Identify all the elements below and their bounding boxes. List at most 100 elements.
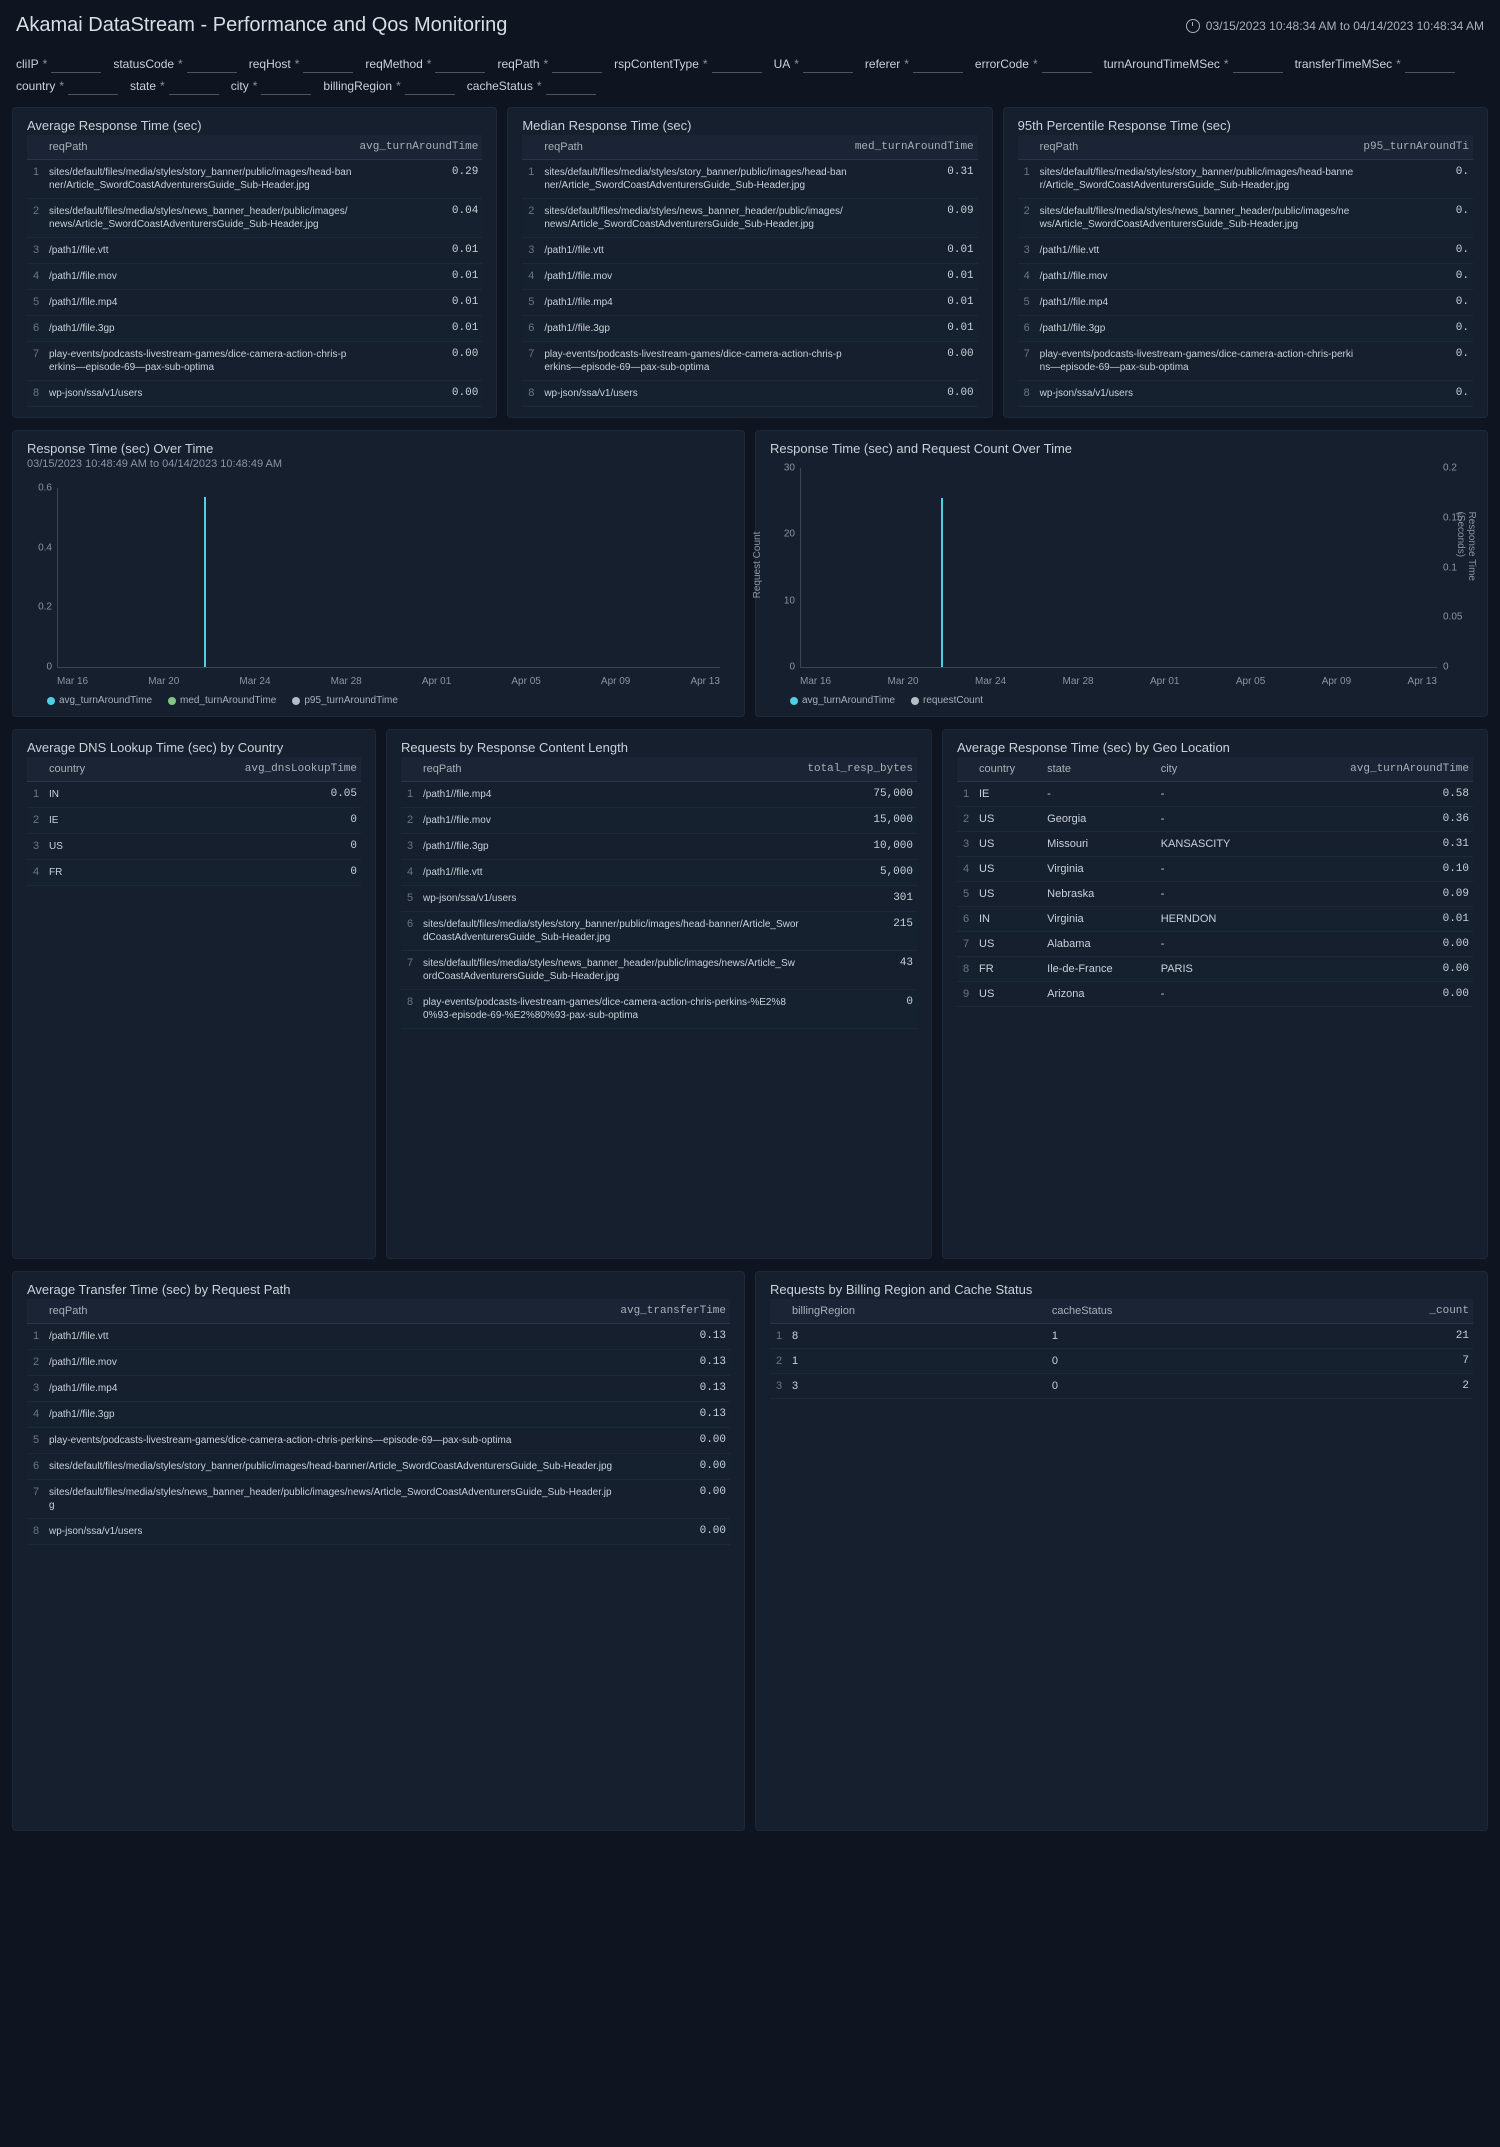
column-header[interactable]: _count: [1299, 1299, 1473, 1324]
table-row[interactable]: 1/path1//file.vtt0.13: [27, 1324, 730, 1350]
table-row[interactable]: 8wp-json/ssa/v1/users0.00: [27, 381, 482, 407]
column-header[interactable]: avg_transferTime: [616, 1299, 730, 1324]
table-row[interactable]: 7sites/default/files/media/styles/news_b…: [401, 951, 917, 990]
column-header[interactable]: city: [1157, 757, 1277, 782]
table-row[interactable]: 3/path1//file.vtt0.: [1018, 238, 1473, 264]
table-row[interactable]: 1IN0.05: [27, 782, 361, 808]
table-row[interactable]: 3/path1//file.vtt0.01: [27, 238, 482, 264]
table-row[interactable]: 4/path1//file.3gp0.13: [27, 1402, 730, 1428]
table-row[interactable]: 8wp-json/ssa/v1/users0.00: [27, 1519, 730, 1545]
filter-input[interactable]: [803, 55, 853, 73]
column-header[interactable]: cacheStatus: [1048, 1299, 1299, 1324]
table-row[interactable]: 3302: [770, 1374, 1473, 1399]
table-row[interactable]: 5wp-json/ssa/v1/users301: [401, 886, 917, 912]
filter-input[interactable]: [712, 55, 762, 73]
line-chart[interactable]: 00.20.40.6: [57, 488, 720, 668]
filter-input[interactable]: [913, 55, 963, 73]
filter-input[interactable]: [546, 77, 596, 95]
table-row[interactable]: 2sites/default/files/media/styles/news_b…: [1018, 199, 1473, 238]
legend-item[interactable]: requestCount: [911, 695, 983, 706]
table-row[interactable]: 4/path1//file.vtt5,000: [401, 860, 917, 886]
table-row[interactable]: 7sites/default/files/media/styles/news_b…: [27, 1480, 730, 1519]
table-row[interactable]: 6/path1//file.3gp0.01: [522, 316, 977, 342]
table-row[interactable]: 2sites/default/files/media/styles/news_b…: [522, 199, 977, 238]
table-row[interactable]: 7USAlabama-0.00: [957, 932, 1473, 957]
dual-axis-chart[interactable]: 010203000.050.10.150.2: [800, 468, 1437, 668]
table-row[interactable]: 2/path1//file.mov0.13: [27, 1350, 730, 1376]
table-row[interactable]: 7play-events/podcasts-livestream-games/d…: [1018, 342, 1473, 381]
column-header[interactable]: billingRegion: [788, 1299, 1048, 1324]
table-row[interactable]: 2107: [770, 1349, 1473, 1374]
table-row[interactable]: 6INVirginiaHERNDON0.01: [957, 907, 1473, 932]
table-row[interactable]: 5/path1//file.mp40.01: [522, 290, 977, 316]
filter-input[interactable]: [552, 55, 602, 73]
column-header[interactable]: reqPath: [45, 135, 356, 160]
filter-input[interactable]: [1405, 55, 1455, 73]
filter-input[interactable]: [261, 77, 311, 95]
table-row[interactable]: 7play-events/podcasts-livestream-games/d…: [522, 342, 977, 381]
table-row[interactable]: 9USArizona-0.00: [957, 982, 1473, 1007]
panel-title: 95th Percentile Response Time (sec): [1018, 118, 1473, 133]
table-row[interactable]: 5/path1//file.mp40.01: [27, 290, 482, 316]
filter-input[interactable]: [435, 55, 485, 73]
table-row[interactable]: 5play-events/podcasts-livestream-games/d…: [27, 1428, 730, 1454]
legend-item[interactable]: avg_turnAroundTime: [47, 695, 152, 706]
table-row[interactable]: 2IE0: [27, 808, 361, 834]
column-header[interactable]: state: [1043, 757, 1157, 782]
column-header[interactable]: reqPath: [540, 135, 851, 160]
table-row[interactable]: 1sites/default/files/media/styles/story_…: [522, 160, 977, 199]
table-row[interactable]: 3US0: [27, 834, 361, 860]
filter-input[interactable]: [169, 77, 219, 95]
filter-input[interactable]: [68, 77, 118, 95]
table-row[interactable]: 8FRIle-de-FrancePARIS0.00: [957, 957, 1473, 982]
table-row[interactable]: 18121: [770, 1324, 1473, 1349]
column-header[interactable]: med_turnAroundTime: [851, 135, 978, 160]
table-row[interactable]: 1/path1//file.mp475,000: [401, 782, 917, 808]
table-row[interactable]: 1IE--0.58: [957, 782, 1473, 807]
table-row[interactable]: 4USVirginia-0.10: [957, 857, 1473, 882]
table-row[interactable]: 6/path1//file.3gp0.01: [27, 316, 482, 342]
legend-item[interactable]: p95_turnAroundTime: [292, 695, 398, 706]
column-header[interactable]: country: [975, 757, 1043, 782]
table-row[interactable]: 3/path1//file.vtt0.01: [522, 238, 977, 264]
table-row[interactable]: 1sites/default/files/media/styles/story_…: [1018, 160, 1473, 199]
column-header[interactable]: avg_dnsLookupTime: [130, 757, 361, 782]
column-header[interactable]: reqPath: [1036, 135, 1360, 160]
table-row[interactable]: 7play-events/podcasts-livestream-games/d…: [27, 342, 482, 381]
filter-input[interactable]: [51, 55, 101, 73]
table-row[interactable]: 6sites/default/files/media/styles/story_…: [401, 912, 917, 951]
filter-input[interactable]: [303, 55, 353, 73]
table-row[interactable]: 2/path1//file.mov15,000: [401, 808, 917, 834]
table-row[interactable]: 8wp-json/ssa/v1/users0.00: [522, 381, 977, 407]
filter-input[interactable]: [405, 77, 455, 95]
column-header[interactable]: total_resp_bytes: [803, 757, 917, 782]
date-range[interactable]: 03/15/2023 10:48:34 AM to 04/14/2023 10:…: [1186, 19, 1484, 33]
table-row[interactable]: 3USMissouriKANSASCITY0.31: [957, 832, 1473, 857]
table-row[interactable]: 2USGeorgia-0.36: [957, 807, 1473, 832]
filter-input[interactable]: [1042, 55, 1092, 73]
legend-item[interactable]: med_turnAroundTime: [168, 695, 276, 706]
table-row[interactable]: 4/path1//file.mov0.01: [522, 264, 977, 290]
filter-input[interactable]: [187, 55, 237, 73]
table-row[interactable]: 4/path1//file.mov0.01: [27, 264, 482, 290]
table-row[interactable]: 4FR0: [27, 860, 361, 886]
table-row[interactable]: 5/path1//file.mp40.: [1018, 290, 1473, 316]
table-row[interactable]: 1sites/default/files/media/styles/story_…: [27, 160, 482, 199]
table-row[interactable]: 4/path1//file.mov0.: [1018, 264, 1473, 290]
table-row[interactable]: 6sites/default/files/media/styles/story_…: [27, 1454, 730, 1480]
table-row[interactable]: 3/path1//file.3gp10,000: [401, 834, 917, 860]
table-row[interactable]: 8play-events/podcasts-livestream-games/d…: [401, 990, 917, 1029]
legend-item[interactable]: avg_turnAroundTime: [790, 695, 895, 706]
column-header[interactable]: avg_turnAroundTime: [1277, 757, 1473, 782]
table-row[interactable]: 3/path1//file.mp40.13: [27, 1376, 730, 1402]
filter-input[interactable]: [1233, 55, 1283, 73]
column-header[interactable]: reqPath: [45, 1299, 616, 1324]
table-row[interactable]: 5USNebraska-0.09: [957, 882, 1473, 907]
column-header[interactable]: country: [45, 757, 130, 782]
table-row[interactable]: 8wp-json/ssa/v1/users0.: [1018, 381, 1473, 407]
column-header[interactable]: avg_turnAroundTime: [356, 135, 483, 160]
column-header[interactable]: reqPath: [419, 757, 803, 782]
table-row[interactable]: 2sites/default/files/media/styles/news_b…: [27, 199, 482, 238]
table-row[interactable]: 6/path1//file.3gp0.: [1018, 316, 1473, 342]
column-header[interactable]: p95_turnAroundTi: [1359, 135, 1473, 160]
